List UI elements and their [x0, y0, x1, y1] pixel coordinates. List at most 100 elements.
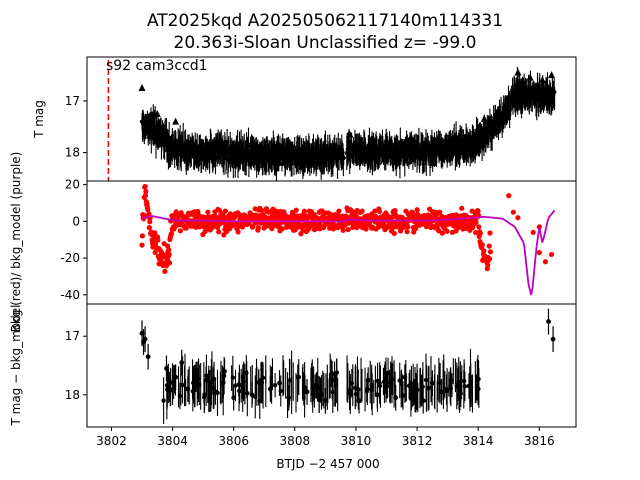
bkg-point — [481, 248, 487, 254]
bkg-point — [542, 259, 549, 265]
panel-middle-ytick-label: 20 — [65, 178, 80, 192]
upper-limit-marker — [514, 68, 522, 76]
plot-area — [139, 183, 556, 296]
bkg-point — [162, 268, 168, 274]
data-point — [233, 383, 238, 388]
bkg-point — [145, 207, 151, 213]
panel-bottom-ylabel: T mag − bkg_model — [9, 304, 23, 426]
data-point — [429, 380, 435, 386]
bkg-point — [487, 249, 494, 255]
figure-title-line-1: AT2025kqd A202505062117140m114331 — [147, 11, 503, 31]
data-point — [313, 383, 319, 389]
data-point — [546, 319, 551, 324]
data-point — [457, 395, 463, 401]
bkg-point — [152, 242, 159, 248]
bkg-point — [530, 229, 536, 236]
data-point — [389, 377, 395, 382]
bkg-point — [345, 226, 351, 233]
data-point — [462, 384, 468, 389]
data-point — [164, 383, 170, 388]
bkg-point — [487, 230, 493, 236]
bkg-point — [143, 188, 149, 195]
data-point — [381, 379, 387, 384]
data-point — [317, 392, 322, 397]
panel-top-ylabel: T mag — [32, 100, 46, 139]
bkg-point — [391, 230, 397, 237]
plot-area — [138, 66, 557, 181]
bkg-point — [166, 251, 172, 258]
bkg-point — [459, 205, 465, 211]
data-point — [304, 389, 310, 395]
bkg-point — [376, 208, 383, 215]
panel-top-ytick-label: 18 — [65, 146, 80, 160]
data-point — [222, 368, 227, 374]
x-tick-label: 3810 — [341, 434, 372, 448]
sector-annotation: s92 cam3ccd1 — [106, 58, 208, 74]
data-point — [399, 382, 404, 387]
bkg-point — [336, 208, 342, 214]
data-point — [249, 392, 255, 398]
panel-bottom-ytick-label: 17 — [65, 329, 80, 343]
bkg-point — [255, 225, 261, 231]
data-point — [286, 395, 292, 401]
data-point — [142, 336, 148, 342]
data-point — [194, 371, 200, 377]
upper-limit-marker — [444, 138, 452, 146]
bkg-point — [177, 228, 183, 234]
data-point — [203, 377, 209, 383]
bkg-point — [216, 229, 222, 235]
bkg-point — [536, 224, 542, 230]
bkg-model-line — [141, 209, 556, 296]
bkg-point — [392, 208, 398, 214]
bkg-point — [152, 230, 158, 236]
x-axis-label: BTJD −2 457 000 — [276, 457, 379, 471]
bkg-point — [404, 229, 410, 235]
data-point — [212, 389, 218, 395]
upper-limit-marker — [519, 76, 527, 84]
data-point — [356, 398, 362, 404]
data-point — [179, 360, 185, 365]
data-point — [230, 375, 236, 380]
upper-limit-marker — [548, 71, 556, 79]
panel-middle: -40 -20 0 20 — [60, 178, 577, 305]
panel-middle-frame — [86, 180, 577, 305]
data-point — [258, 377, 264, 383]
data-point — [369, 387, 374, 393]
data-point — [420, 398, 426, 404]
bkg-point — [235, 229, 241, 235]
upper-limit-marker — [493, 122, 501, 130]
x-tick-label: 3806 — [218, 434, 249, 448]
data-point — [332, 371, 337, 377]
bkg-point — [340, 227, 346, 233]
panel-top-ytick-label: 17 — [65, 94, 80, 108]
panel-middle-ytick-label: -40 — [60, 288, 80, 302]
x-tick-label: 3814 — [463, 434, 494, 448]
data-point — [170, 380, 175, 385]
data-point — [444, 386, 449, 392]
bkg-point — [141, 212, 147, 218]
bkg-point — [142, 183, 148, 190]
data-point — [423, 377, 429, 383]
bkg-point — [479, 241, 485, 248]
bkg-point — [139, 233, 146, 239]
data-point — [272, 383, 278, 388]
bkg-point — [216, 207, 223, 213]
bkg-point — [250, 223, 256, 229]
bkg-point — [476, 224, 482, 230]
bkg-point — [363, 226, 369, 232]
x-tick-label: 3808 — [280, 434, 311, 448]
upper-limit-marker — [153, 109, 161, 117]
data-point — [185, 386, 191, 392]
data-point — [161, 398, 166, 403]
data-point — [454, 383, 459, 389]
data-point — [377, 380, 382, 386]
bkg-point — [301, 208, 307, 214]
bkg-point — [414, 207, 420, 213]
data-point — [347, 389, 353, 395]
data-point — [393, 395, 399, 401]
upper-limit-marker — [538, 76, 546, 84]
upper-limit-marker — [276, 158, 284, 166]
upper-limit-marker — [172, 117, 180, 125]
bkg-point — [397, 228, 404, 234]
